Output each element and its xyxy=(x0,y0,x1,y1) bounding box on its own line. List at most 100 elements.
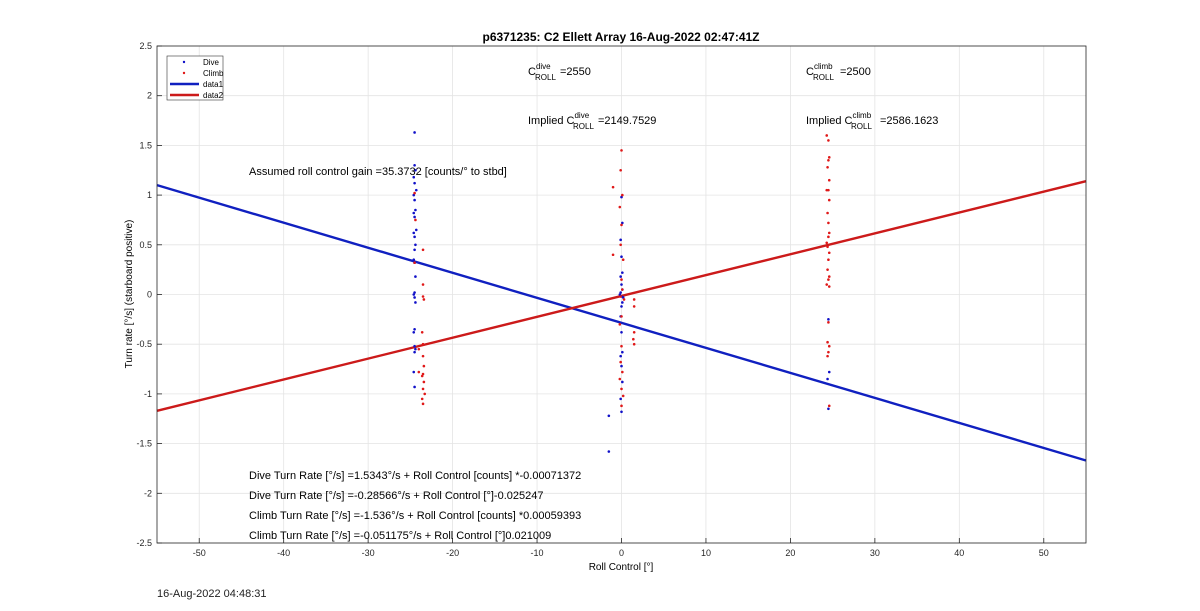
climb-point xyxy=(621,193,624,197)
climb-point xyxy=(826,268,829,271)
dive-point xyxy=(413,327,416,331)
climb-point xyxy=(620,278,623,281)
climb-point xyxy=(827,198,831,202)
chart-title: p6371235: C2 Ellett Array 16-Aug-2022 02… xyxy=(482,30,759,44)
climb-point xyxy=(620,149,623,152)
x-tick-label: -40 xyxy=(277,548,290,558)
dive-point xyxy=(413,163,416,167)
dive-point xyxy=(413,385,416,389)
dive-point xyxy=(413,235,416,239)
dive-point xyxy=(412,211,416,215)
data-points xyxy=(412,131,831,453)
climb-point xyxy=(827,159,830,162)
dive-point xyxy=(619,354,622,358)
climb-point xyxy=(827,321,830,324)
y-tick-label: -1 xyxy=(144,389,152,399)
climb-point xyxy=(423,392,427,396)
legend-box xyxy=(166,55,224,101)
dive-point xyxy=(620,364,623,368)
x-tick-label: 30 xyxy=(870,548,880,558)
dive-point xyxy=(620,255,623,259)
implied-dive-annotation: Implied Cdive ROLL =2149.7529 xyxy=(528,111,656,131)
plot-frame xyxy=(156,45,1087,544)
dive-point xyxy=(413,181,416,185)
climb-point xyxy=(827,344,831,348)
dive-point xyxy=(826,377,829,381)
climb-point xyxy=(827,235,830,239)
x-tick-label: 40 xyxy=(954,548,964,558)
climb-point xyxy=(827,139,830,142)
dive-point xyxy=(619,238,622,242)
climb-point xyxy=(827,285,831,288)
climb-point xyxy=(621,370,624,374)
dive-point xyxy=(621,350,624,354)
legend-label-data2: data2 xyxy=(203,91,224,100)
climb-point xyxy=(632,342,636,346)
x-tick-label: 20 xyxy=(785,548,795,558)
climb-point xyxy=(618,205,622,209)
fit-line-data1 xyxy=(156,184,1087,462)
dive-point xyxy=(414,168,417,172)
climb-point xyxy=(827,231,831,235)
legend: Dive Climb data1 data2 xyxy=(166,55,224,101)
climb-point xyxy=(621,258,625,262)
climb-point xyxy=(827,350,830,354)
legend-marker-dive xyxy=(182,60,186,64)
climb-point xyxy=(611,185,615,189)
y-axis-label: Turn rate [°/s] (starboard positive) xyxy=(124,220,135,369)
climb-point xyxy=(618,323,622,326)
fit-text-3: Climb Turn Rate [°/s] =-1.536°/s + Roll … xyxy=(249,510,581,522)
y-tick-label: -2.5 xyxy=(136,538,152,548)
dive-point xyxy=(414,301,417,304)
fit-text-4: Climb Turn Rate [°/s] =-0.051175°/s + Ro… xyxy=(249,530,551,542)
dive-point xyxy=(412,258,416,262)
climb-point xyxy=(421,354,425,358)
x-tick-label: -50 xyxy=(193,548,206,558)
dive-point xyxy=(827,407,830,411)
y-tick-label: 2.5 xyxy=(139,41,152,51)
dive-point xyxy=(413,131,416,134)
climb-point xyxy=(421,402,425,406)
x-tick-label: 10 xyxy=(701,548,711,558)
dive-point xyxy=(620,330,623,334)
climb-point xyxy=(827,221,830,225)
climb-point xyxy=(827,275,831,278)
y-tick-label: -0.5 xyxy=(136,339,152,349)
dive-point xyxy=(413,296,416,299)
climb-point xyxy=(620,344,623,348)
climb-point xyxy=(420,330,424,334)
legend-marker-climb xyxy=(182,71,186,75)
climb-point xyxy=(621,288,624,291)
climb-point xyxy=(420,374,424,378)
x-axis-label: Roll Control [°] xyxy=(589,562,654,573)
dive-point xyxy=(827,318,830,321)
y-tick-label: 0 xyxy=(147,290,152,300)
climb-point xyxy=(619,243,622,247)
climb-point xyxy=(827,178,831,182)
x-tick-label: 0 xyxy=(619,548,624,558)
dive-point xyxy=(620,410,623,414)
dive-point xyxy=(619,275,622,278)
climb-point xyxy=(422,298,426,301)
dive-point xyxy=(620,195,623,199)
y-tick-label: 1 xyxy=(147,190,152,200)
climb-point xyxy=(413,261,416,264)
climb-point xyxy=(827,404,831,408)
climb-point xyxy=(827,251,831,255)
fit-text-2: Dive Turn Rate [°/s] =-0.28566°/s + Roll… xyxy=(249,490,543,502)
y-tick-label: -2 xyxy=(144,488,152,498)
dive-point xyxy=(621,380,624,384)
climb-point xyxy=(619,168,622,172)
x-tick-label: -30 xyxy=(362,548,375,558)
dive-point xyxy=(619,291,622,294)
climb-point xyxy=(421,283,425,286)
dive-point xyxy=(414,228,418,232)
climb-point xyxy=(414,218,417,222)
c-climb-annotation: Cclimb ROLL =2500 xyxy=(806,62,871,82)
x-tick-label: 50 xyxy=(1039,548,1049,558)
dive-point xyxy=(621,301,624,304)
climb-point xyxy=(417,370,421,374)
dive-point xyxy=(412,293,416,296)
climb-point xyxy=(826,211,829,215)
dive-point xyxy=(413,291,416,294)
